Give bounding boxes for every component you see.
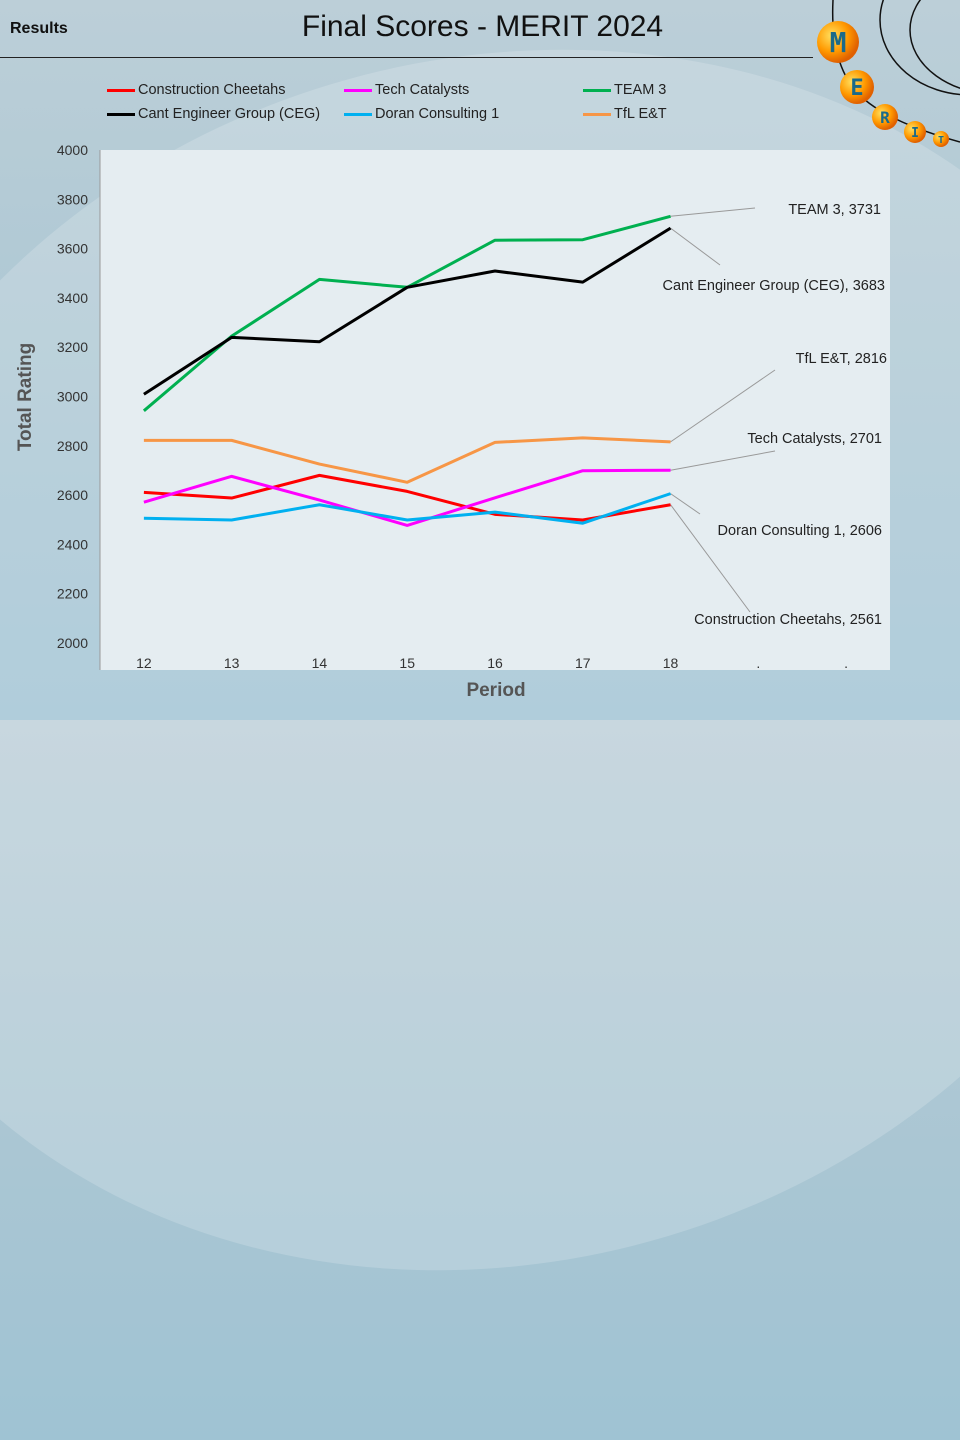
y-axis-title: Total Rating (15, 343, 36, 451)
legend-item: Construction Cheetahs (107, 82, 286, 98)
data-label: Doran Consulting 1, 2606 (718, 523, 882, 539)
leader-line (670, 207, 756, 217)
merit-logo: M E R I T (817, 0, 960, 147)
x-tick-label: 13 (224, 655, 240, 671)
leader-line (670, 369, 776, 443)
x-tick-label: 15 (399, 655, 415, 671)
data-label: Cant Engineer Group (CEG), 3683 (663, 278, 885, 294)
legend-label: Doran Consulting 1 (375, 106, 500, 122)
y-tick-label: 3800 (57, 191, 88, 207)
x-tick-label: 16 (487, 655, 503, 671)
y-tick-label: 3200 (57, 339, 88, 355)
series-line-construction-cheetahs (143, 473, 671, 522)
data-label: TfL E&T, 2816 (796, 351, 887, 367)
legend-label: Tech Catalysts (375, 82, 470, 98)
page-title: Final Scores - MERIT 2024 (301, 10, 664, 43)
plot-area (100, 150, 890, 670)
series-line-doran-consulting-1 (143, 492, 672, 525)
data-label: TEAM 3, 3731 (788, 202, 881, 218)
legend-swatch (344, 112, 372, 116)
section-label: Results (10, 20, 68, 37)
data-label: Tech Catalysts, 2701 (747, 431, 882, 447)
x-tick-label: . (844, 655, 848, 671)
y-tick-label: 2400 (57, 536, 88, 552)
leader-line (670, 493, 701, 515)
x-tick-label: 17 (575, 655, 591, 671)
legend-swatch (583, 88, 611, 92)
svg-text:I: I (911, 126, 919, 141)
svg-text:T: T (938, 135, 944, 146)
x-tick-label: . (756, 655, 760, 671)
header-divider (0, 57, 813, 58)
legend-swatch (107, 88, 135, 92)
legend-item: TfL E&T (583, 106, 667, 122)
legend-label: Cant Engineer Group (CEG) (138, 106, 321, 122)
leader-line (670, 504, 751, 613)
legend-item: Doran Consulting 1 (344, 106, 499, 122)
svg-text:R: R (880, 108, 890, 127)
series-line-cant-engineer-group-ceg- (143, 226, 672, 396)
svg-text:M: M (830, 26, 847, 59)
y-tick-label: 3000 (57, 389, 88, 405)
leader-line (670, 227, 721, 266)
legend-swatch (583, 112, 611, 116)
x-tick-label: 14 (312, 655, 328, 671)
y-tick-label: 2800 (57, 438, 88, 454)
leader-line (670, 450, 776, 471)
y-tick-label: 2600 (57, 487, 88, 503)
y-tick-label: 2200 (57, 586, 88, 602)
legend-item: Cant Engineer Group (CEG) (107, 106, 320, 122)
legend-label: Construction Cheetahs (138, 82, 286, 98)
legend-swatch (344, 88, 372, 92)
y-tick-label: 3600 (57, 241, 88, 257)
x-tick-label: 12 (136, 655, 152, 671)
y-tick-label: 3400 (57, 290, 88, 306)
y-tick-label: 2000 (57, 635, 88, 651)
legend-item: TEAM 3 (583, 82, 666, 98)
x-axis-title: Period (466, 680, 525, 701)
svg-text:E: E (850, 76, 863, 101)
line-chart: 2000 2200 2400 2600 2800 3000 3200 3400 3600 3800… (15, 142, 890, 701)
legend-label: TfL E&T (614, 106, 667, 122)
x-tick-label: 18 (663, 655, 679, 671)
y-tick-label: 4000 (57, 142, 88, 158)
legend-label: TEAM 3 (614, 82, 667, 98)
legend-item: Tech Catalysts (344, 82, 469, 98)
series-line-tfl-e-t (143, 436, 671, 484)
series-line-tech-catalysts (143, 468, 671, 527)
legend-swatch (107, 112, 135, 116)
data-label: Construction Cheetahs, 2561 (694, 612, 882, 628)
